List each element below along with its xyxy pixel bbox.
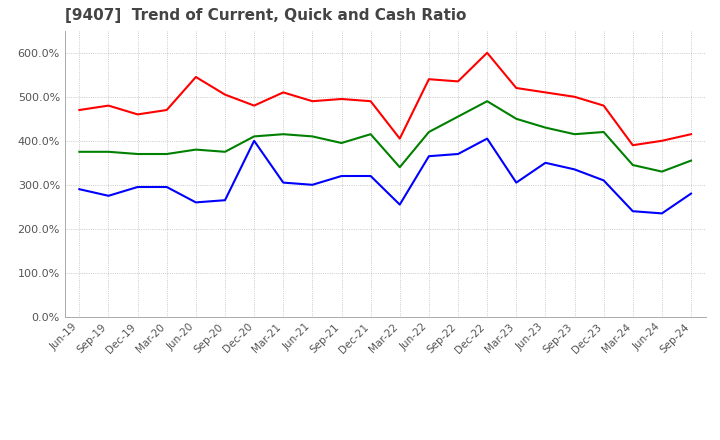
Quick Ratio (192, 147, 200, 152)
Cash Ratio (104, 193, 113, 198)
Current Ratio (570, 94, 579, 99)
Current Ratio (163, 107, 171, 113)
Cash Ratio (570, 167, 579, 172)
Quick Ratio (133, 151, 142, 157)
Cash Ratio (308, 182, 317, 187)
Quick Ratio (366, 132, 375, 137)
Cash Ratio (220, 198, 229, 203)
Current Ratio (308, 99, 317, 104)
Cash Ratio (629, 209, 637, 214)
Quick Ratio (454, 114, 462, 119)
Quick Ratio (512, 116, 521, 121)
Quick Ratio (629, 162, 637, 168)
Cash Ratio (483, 136, 492, 141)
Cash Ratio (395, 202, 404, 207)
Quick Ratio (220, 149, 229, 154)
Cash Ratio (250, 138, 258, 143)
Line: Cash Ratio: Cash Ratio (79, 139, 691, 213)
Cash Ratio (512, 180, 521, 185)
Legend: Current Ratio, Quick Ratio, Cash Ratio: Current Ratio, Quick Ratio, Cash Ratio (182, 436, 588, 440)
Cash Ratio (163, 184, 171, 190)
Text: [9407]  Trend of Current, Quick and Cash Ratio: [9407] Trend of Current, Quick and Cash … (65, 7, 466, 23)
Quick Ratio (687, 158, 696, 163)
Cash Ratio (454, 151, 462, 157)
Quick Ratio (541, 125, 550, 130)
Current Ratio (629, 143, 637, 148)
Current Ratio (337, 96, 346, 102)
Current Ratio (192, 74, 200, 80)
Current Ratio (483, 50, 492, 55)
Current Ratio (75, 107, 84, 113)
Quick Ratio (425, 129, 433, 135)
Quick Ratio (599, 129, 608, 135)
Quick Ratio (483, 99, 492, 104)
Current Ratio (454, 79, 462, 84)
Current Ratio (425, 77, 433, 82)
Current Ratio (512, 85, 521, 91)
Cash Ratio (192, 200, 200, 205)
Current Ratio (220, 92, 229, 97)
Cash Ratio (366, 173, 375, 179)
Current Ratio (657, 138, 666, 143)
Line: Quick Ratio: Quick Ratio (79, 101, 691, 172)
Quick Ratio (570, 132, 579, 137)
Current Ratio (133, 112, 142, 117)
Quick Ratio (279, 132, 287, 137)
Quick Ratio (308, 134, 317, 139)
Quick Ratio (395, 165, 404, 170)
Quick Ratio (250, 134, 258, 139)
Cash Ratio (75, 187, 84, 192)
Quick Ratio (337, 140, 346, 146)
Line: Current Ratio: Current Ratio (79, 53, 691, 145)
Current Ratio (599, 103, 608, 108)
Current Ratio (541, 90, 550, 95)
Current Ratio (250, 103, 258, 108)
Cash Ratio (279, 180, 287, 185)
Quick Ratio (75, 149, 84, 154)
Cash Ratio (425, 154, 433, 159)
Current Ratio (279, 90, 287, 95)
Current Ratio (104, 103, 113, 108)
Cash Ratio (133, 184, 142, 190)
Cash Ratio (541, 160, 550, 165)
Cash Ratio (657, 211, 666, 216)
Quick Ratio (104, 149, 113, 154)
Cash Ratio (337, 173, 346, 179)
Current Ratio (395, 136, 404, 141)
Quick Ratio (657, 169, 666, 174)
Cash Ratio (687, 191, 696, 196)
Current Ratio (366, 99, 375, 104)
Quick Ratio (163, 151, 171, 157)
Cash Ratio (599, 178, 608, 183)
Current Ratio (687, 132, 696, 137)
